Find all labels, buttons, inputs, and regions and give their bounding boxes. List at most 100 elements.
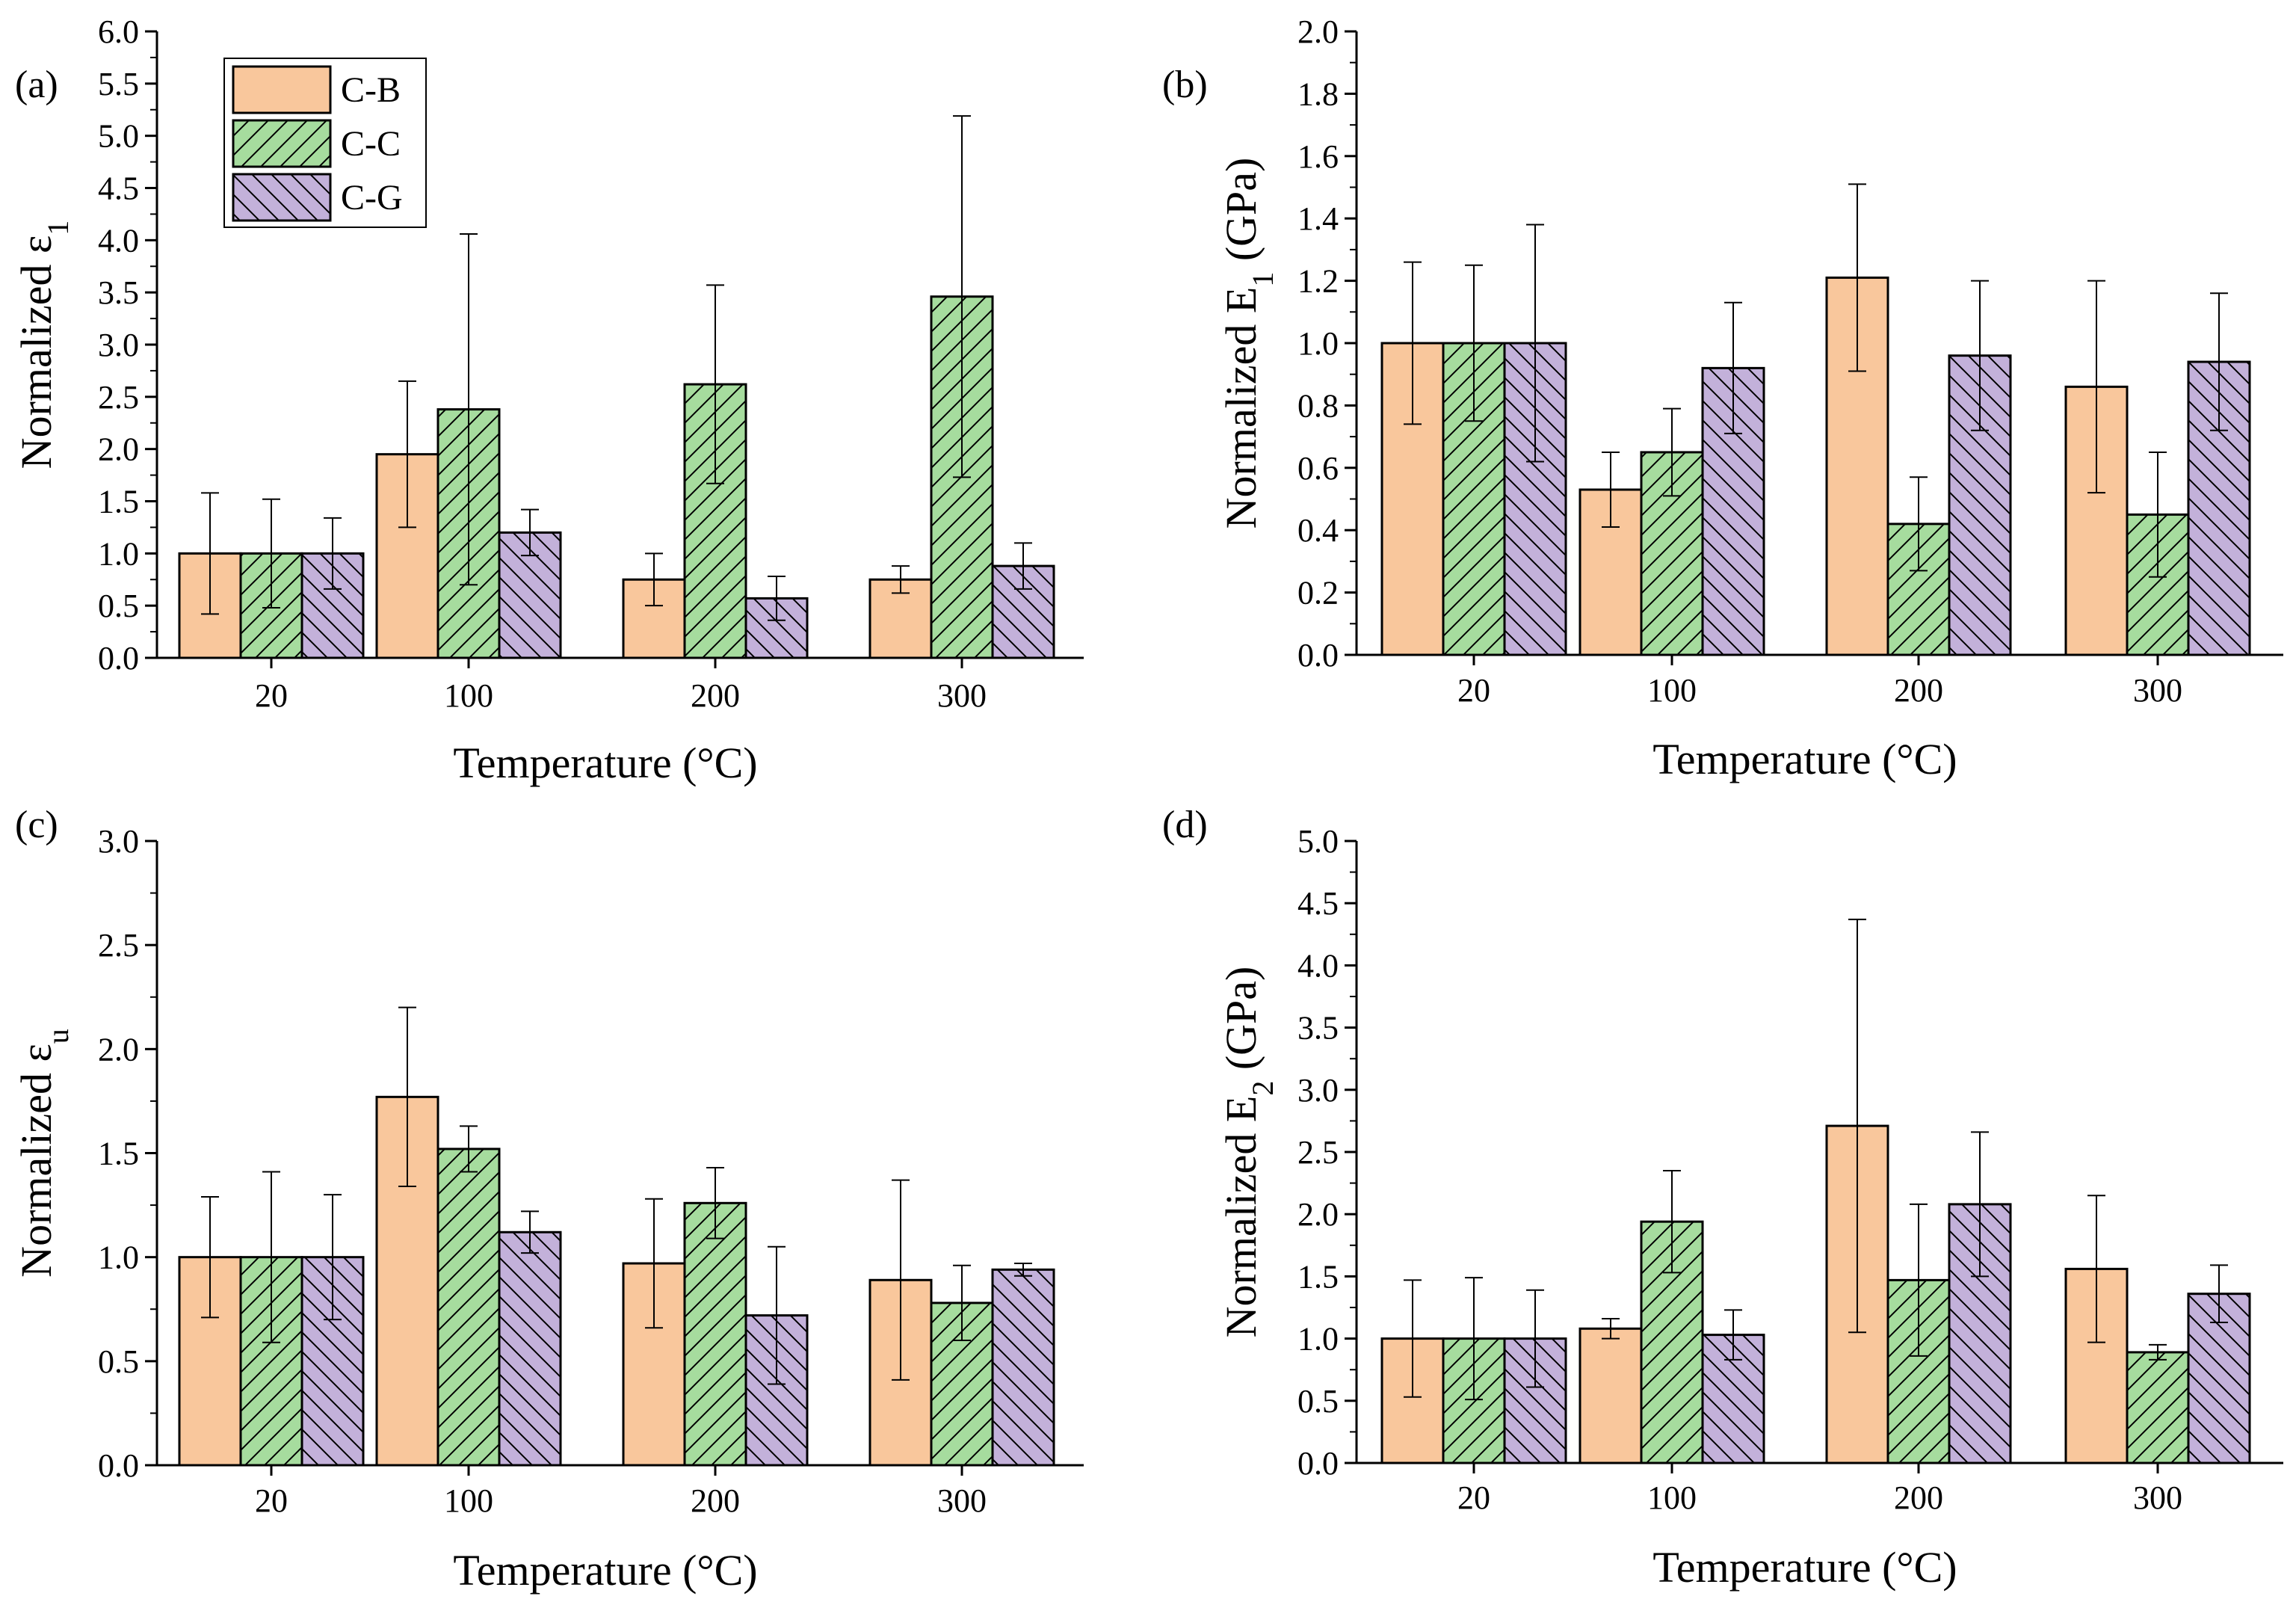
x-tick-label: 200	[1894, 1479, 1943, 1516]
y-tick-label: 4.0	[1297, 947, 1339, 984]
panel-d: 0.0 0.5 1.0 1.5 2.0 2.5 3.0 3.5 4.0 4.5 5.0 20 100 20…	[1162, 804, 2283, 1592]
y-tick-label: 3.0	[98, 327, 139, 363]
error-bar-b-c-c-200	[1910, 476, 1928, 572]
panel-a: 0.0 0.5 1.0 1.5 2.0 2.5 3.0 3.5 4.0 4.5 5.0 5.5 6.0 2…	[12, 13, 1084, 787]
y-tick-label: 0.6	[1297, 450, 1339, 487]
bar-c-c-c-200	[683, 1201, 747, 1467]
y-tick-label: 0.2	[1297, 575, 1339, 612]
error-bar-b-c-b-20	[1404, 261, 1422, 425]
y-tick-label: 1.2	[1297, 263, 1339, 300]
x-tick-label: 200	[691, 1482, 740, 1519]
y-tick-label: 4.5	[1297, 885, 1339, 922]
error-bar-c-c-c-100	[460, 1125, 478, 1173]
error-bar-d-c-g-200	[1971, 1131, 1989, 1278]
legend-swatch-c-g	[232, 173, 332, 222]
x-tick-label: 20	[255, 677, 288, 714]
legend-label-c-b: C-B	[341, 70, 401, 110]
x-tick-label: 300	[2133, 1479, 2182, 1516]
x-tick-label: 300	[2133, 672, 2182, 709]
error-bar-b-c-b-100	[1602, 451, 1620, 529]
error-bar-b-c-g-100	[1724, 301, 1742, 434]
y-tick-label: 1.4	[1297, 200, 1339, 237]
x-tick-label: 100	[1647, 672, 1697, 709]
error-bar-a-c-g-300	[1014, 542, 1032, 590]
error-bar-a-c-c-300	[953, 115, 971, 478]
error-bar-a-c-b-300	[892, 565, 910, 594]
y-tick-label: 1.5	[1297, 1258, 1339, 1295]
y-tick-label: 5.0	[1297, 823, 1339, 860]
error-bar-d-c-b-300	[2087, 1195, 2105, 1343]
x-axis-title: Temperature (°C)	[453, 1546, 757, 1595]
x-tick-label: 200	[1894, 672, 1943, 709]
x-tick-label: 100	[444, 1482, 493, 1519]
error-bar-a-c-b-200	[645, 552, 663, 607]
error-bar-a-c-g-100	[521, 508, 539, 557]
error-bar-c-c-b-300	[892, 1179, 910, 1381]
y-tick-label: 3.5	[1297, 1010, 1339, 1047]
error-bar-c-c-g-200	[768, 1245, 786, 1385]
error-bar-d-c-c-200	[1910, 1203, 1928, 1357]
y-tick-label: 0.5	[98, 1343, 139, 1380]
error-bar-a-c-b-100	[398, 380, 416, 529]
x-axis-title: Temperature (°C)	[1652, 735, 1957, 783]
error-bar-a-c-b-20	[201, 492, 219, 615]
x-tick-label: 20	[1457, 672, 1490, 709]
x-axis-title: Temperature (°C)	[453, 739, 757, 787]
error-bar-c-c-b-200	[645, 1198, 663, 1329]
error-bar-b-c-g-300	[2210, 292, 2228, 431]
error-bar-c-c-c-20	[262, 1171, 280, 1343]
legend-label-c-c: C-C	[341, 124, 401, 164]
bar-c-c-g-300	[991, 1268, 1055, 1467]
y-tick-label: 0.0	[98, 1447, 139, 1484]
error-bar-c-c-g-100	[521, 1210, 539, 1254]
panel-label: (a)	[15, 64, 58, 106]
error-bar-c-c-g-300	[1014, 1263, 1032, 1277]
error-bar-d-c-c-100	[1663, 1169, 1681, 1274]
y-tick-label: 2.0	[1297, 1196, 1339, 1233]
panel-label: (c)	[15, 804, 58, 846]
bar-d-c-c-300	[2126, 1351, 2190, 1464]
panel-label: (d)	[1162, 804, 1208, 846]
legend-swatch-c-b	[232, 65, 332, 114]
bar-c-c-c-20	[239, 1256, 303, 1467]
error-bar-d-c-g-300	[2210, 1264, 2228, 1323]
y-tick-label: 2.5	[1297, 1134, 1339, 1171]
y-tick-label: 3.0	[98, 823, 139, 860]
y-tick-label: 0.5	[98, 588, 139, 624]
legend-label-c-g: C-G	[341, 178, 403, 218]
y-tick-label: 5.5	[98, 66, 139, 102]
bar-d-c-b-100	[1578, 1327, 1643, 1464]
y-tick-label: 4.5	[98, 170, 139, 207]
y-tick-label: 1.8	[1297, 76, 1339, 112]
x-tick-label: 300	[937, 1482, 987, 1519]
error-bar-a-c-g-200	[768, 576, 786, 621]
y-tick-label: 6.0	[98, 13, 139, 50]
y-tick-label: 0.4	[1297, 512, 1339, 549]
y-tick-label: 2.0	[98, 431, 139, 468]
y-tick-label: 1.0	[98, 1239, 139, 1276]
x-tick-label: 100	[1647, 1479, 1697, 1516]
error-bar-c-c-c-200	[706, 1166, 724, 1239]
error-bar-d-c-b-100	[1602, 1317, 1620, 1340]
error-bar-b-c-c-100	[1663, 407, 1681, 497]
error-bar-d-c-b-200	[1848, 918, 1866, 1334]
y-tick-label: 2.0	[98, 1031, 139, 1068]
legend-swatch-c-c	[232, 119, 332, 168]
error-bar-b-c-c-20	[1465, 264, 1483, 422]
y-tick-label: 2.5	[98, 927, 139, 964]
legend: C-B C-C C-G	[223, 58, 427, 228]
y-tick-label: 0.0	[1297, 637, 1339, 674]
error-bar-a-c-c-200	[706, 284, 724, 484]
y-tick-label: 4.0	[98, 222, 139, 259]
y-tick-label: 0.0	[98, 640, 139, 677]
y-axis-title: Normalized E1 (GPa)	[1217, 158, 1280, 529]
y-tick-label: 1.5	[98, 1136, 139, 1172]
error-bar-c-c-c-300	[953, 1264, 971, 1341]
y-tick-label: 5.0	[98, 118, 139, 155]
error-bar-d-c-g-100	[1724, 1309, 1742, 1361]
x-axis-title: Temperature (°C)	[1652, 1543, 1957, 1592]
y-tick-label: 2.5	[98, 379, 139, 416]
error-bar-d-c-b-20	[1404, 1279, 1422, 1398]
panel-c: 0.0 0.5 1.0 1.5 2.0 2.5 3.0 20 100 200 300 Temperat…	[12, 804, 1084, 1595]
panel-label: (b)	[1162, 64, 1208, 106]
